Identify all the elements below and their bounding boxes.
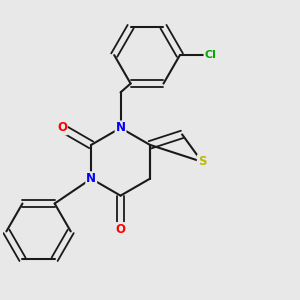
Text: O: O [57,122,67,134]
Text: N: N [86,172,96,185]
Text: O: O [116,223,126,236]
Text: N: N [116,122,126,134]
Text: Cl: Cl [204,50,216,60]
Text: S: S [198,155,206,168]
